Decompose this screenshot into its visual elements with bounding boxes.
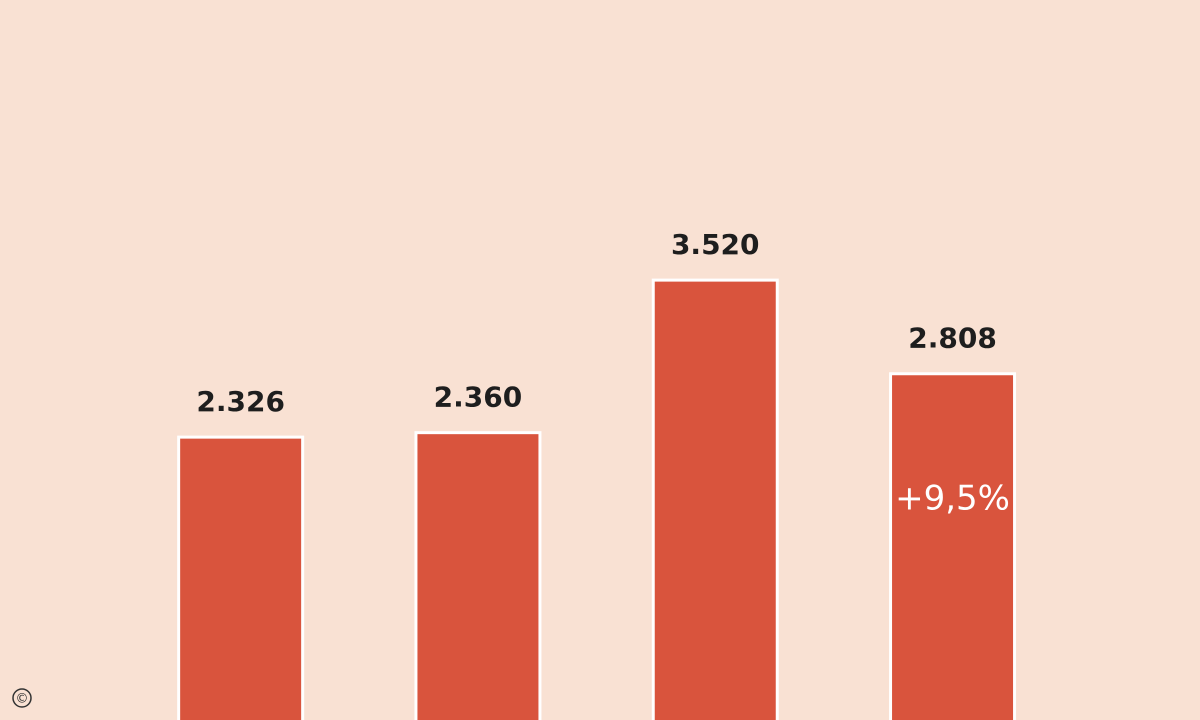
value-label: 3.520 [671, 228, 760, 261]
bar [651, 278, 779, 720]
value-label: 2.808 [908, 322, 997, 355]
value-label: 2.326 [196, 385, 285, 418]
annotation: +9,5% [895, 479, 1010, 519]
copyright: © [16, 692, 29, 707]
value-label: 2.360 [434, 381, 523, 414]
copyright-ring [12, 688, 32, 708]
bar [177, 435, 305, 720]
bar [414, 431, 542, 720]
bar [889, 372, 1017, 720]
